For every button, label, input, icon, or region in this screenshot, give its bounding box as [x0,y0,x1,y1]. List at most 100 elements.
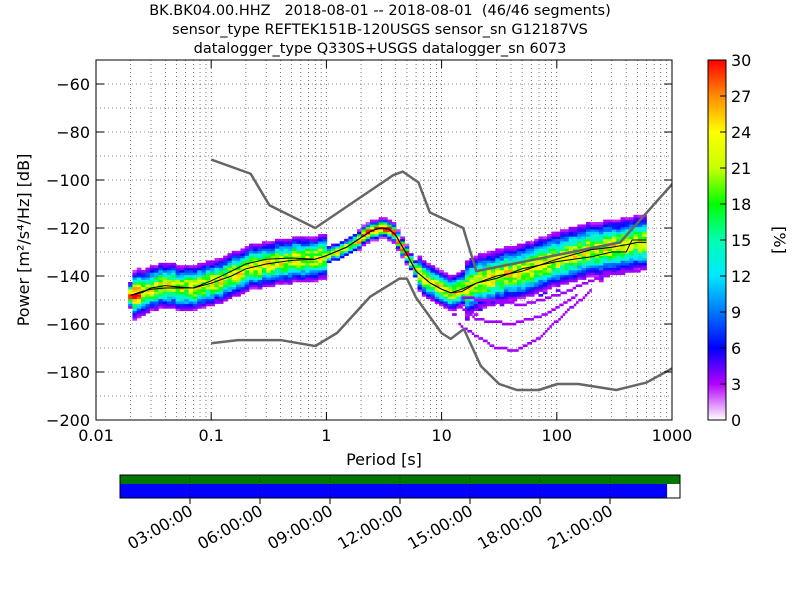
density-cell [499,291,505,295]
density-cell [309,255,315,259]
density-cell [443,303,449,307]
density-cell [210,279,215,283]
density-cell [529,248,535,252]
density-cell [145,282,151,285]
density-cell [136,272,142,276]
density-cell [495,296,500,300]
density-cell [257,246,263,249]
density-cell [434,277,440,280]
density-cell [197,270,202,273]
density-cell [404,255,410,259]
density-cell [292,250,297,254]
density-cell [564,238,570,242]
density-cell [279,274,285,278]
density-cell [542,260,548,264]
density-cell [547,279,552,283]
density-cell [611,236,617,240]
density-cell [266,270,272,273]
density-cell [577,238,583,242]
density-cell [201,286,207,290]
density-cell [473,308,479,312]
density-cell [197,289,202,292]
density-cell [197,279,202,283]
density-cell [426,289,431,292]
density-cell [629,267,634,271]
time-tick-label: 18:00:00 [474,501,546,553]
density-cell [430,296,436,300]
density-cell [591,279,595,283]
density-cell [240,260,246,264]
density-cell [541,298,546,302]
density-cell [495,260,500,264]
density-cell [538,282,544,285]
density-cell [526,301,530,304]
density-cell [257,284,263,288]
density-cell [175,272,181,276]
density-cell [188,270,194,273]
density-cell [547,272,552,276]
density-cell [361,236,367,240]
density-cell [274,282,280,285]
density-cell [309,274,315,278]
density-cell [305,265,310,268]
density-cell [624,255,630,259]
density-cell [523,318,527,321]
density-cell [300,255,306,259]
density-cell [521,291,526,295]
density-cell [469,289,475,292]
density-cell [162,279,168,283]
density-cell [560,282,565,285]
density-cell [166,296,172,300]
density-cell [158,298,164,302]
density-cell [534,286,539,290]
density-cell [439,286,444,290]
density-cell [634,270,638,273]
density-cell [560,272,565,276]
density-cell [616,262,621,266]
density-cell [270,270,276,273]
density-cell [578,298,581,302]
density-cell [469,274,475,278]
density-cell [495,258,500,261]
density-cell [253,270,259,273]
density-cell [236,250,241,254]
density-cell [607,270,613,273]
density-cell [266,272,272,276]
density-cell [499,282,505,285]
density-cell [465,282,470,285]
density-cell [430,274,436,278]
density-cell [171,284,177,288]
density-cell [421,294,427,297]
density-cell [149,265,155,268]
density-cell [154,274,159,278]
density-cell [534,291,539,295]
density-cell [516,279,522,283]
density-cell [573,265,578,268]
density-cell [296,246,302,249]
density-cell [542,286,548,290]
density-cell [465,277,470,280]
density-cell [525,272,531,276]
density-cell [227,272,233,276]
density-cell [551,322,555,326]
density-cell [568,236,574,240]
density-cell [171,274,177,278]
colorbar-tick-label: 30 [731,51,751,70]
density-cell [461,296,466,299]
density-cell [132,279,138,283]
density-cell [491,344,495,347]
density-cell [274,272,280,276]
title-line-2: sensor_type REFTEK151B-120USGS sensor_sn… [172,22,588,38]
density-cell [305,236,310,240]
density-cell [344,243,349,247]
density-cell [616,265,621,268]
density-cell [620,267,626,271]
density-cell [525,277,531,280]
density-cell [370,234,375,237]
density-cell [249,255,254,259]
density-cell [486,301,492,304]
density-cell [590,234,596,237]
density-cell [201,294,207,297]
colorbar-label: [%] [770,226,789,254]
density-cell [473,294,479,297]
